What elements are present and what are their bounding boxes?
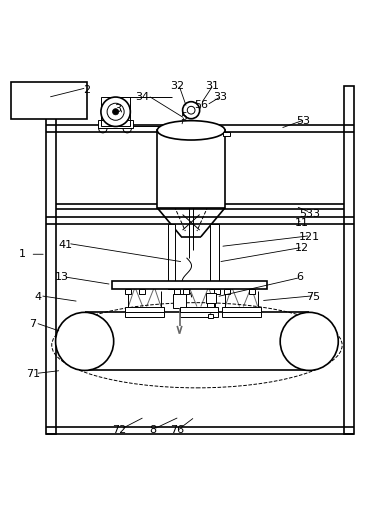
Text: 7: 7	[30, 319, 37, 329]
Text: 33: 33	[213, 92, 227, 102]
Bar	[183, 289, 189, 294]
Bar	[125, 307, 164, 312]
Text: 72: 72	[112, 425, 127, 435]
Bar	[344, 86, 354, 434]
Text: 1: 1	[19, 249, 26, 259]
Text: 3: 3	[114, 104, 121, 114]
Bar	[98, 119, 133, 128]
Circle shape	[183, 102, 200, 119]
Bar	[224, 289, 230, 294]
Circle shape	[56, 312, 113, 370]
Text: 121: 121	[299, 232, 320, 242]
Bar	[215, 289, 220, 294]
Text: 4: 4	[35, 292, 42, 302]
Bar	[208, 314, 213, 318]
Text: 76: 76	[170, 425, 184, 435]
Circle shape	[107, 103, 124, 121]
Bar	[125, 289, 131, 294]
Bar	[125, 312, 164, 317]
Text: 2: 2	[83, 85, 90, 95]
Bar	[101, 97, 130, 126]
Bar	[211, 224, 219, 289]
Bar	[179, 307, 218, 312]
Text: 53: 53	[296, 116, 310, 126]
Bar	[157, 130, 225, 208]
Bar	[179, 312, 218, 317]
Circle shape	[101, 97, 130, 126]
Bar	[207, 303, 215, 310]
Text: 8: 8	[149, 425, 156, 435]
Text: 71: 71	[26, 369, 40, 379]
Bar	[223, 132, 230, 136]
Bar	[222, 307, 261, 312]
Bar	[174, 289, 179, 294]
Ellipse shape	[157, 121, 225, 140]
Bar	[222, 312, 261, 317]
Bar	[168, 224, 175, 289]
Circle shape	[280, 312, 338, 370]
Text: 75: 75	[306, 292, 320, 302]
Text: 6: 6	[296, 272, 303, 282]
Text: 34: 34	[136, 92, 150, 102]
Text: 11: 11	[294, 219, 308, 228]
Text: 12: 12	[294, 244, 308, 254]
Bar	[206, 293, 216, 303]
Circle shape	[113, 108, 119, 115]
Text: 41: 41	[58, 239, 72, 249]
Bar	[112, 280, 267, 289]
Text: 32: 32	[170, 81, 184, 91]
Text: 56: 56	[194, 100, 208, 110]
Bar	[173, 294, 186, 308]
Text: 5: 5	[180, 112, 187, 122]
Bar	[139, 289, 145, 294]
Bar	[249, 289, 255, 294]
Circle shape	[187, 106, 195, 114]
Bar	[46, 86, 56, 434]
Text: 533: 533	[299, 209, 320, 219]
Bar	[11, 82, 87, 119]
Text: 31: 31	[206, 81, 220, 91]
Text: 13: 13	[55, 272, 68, 282]
